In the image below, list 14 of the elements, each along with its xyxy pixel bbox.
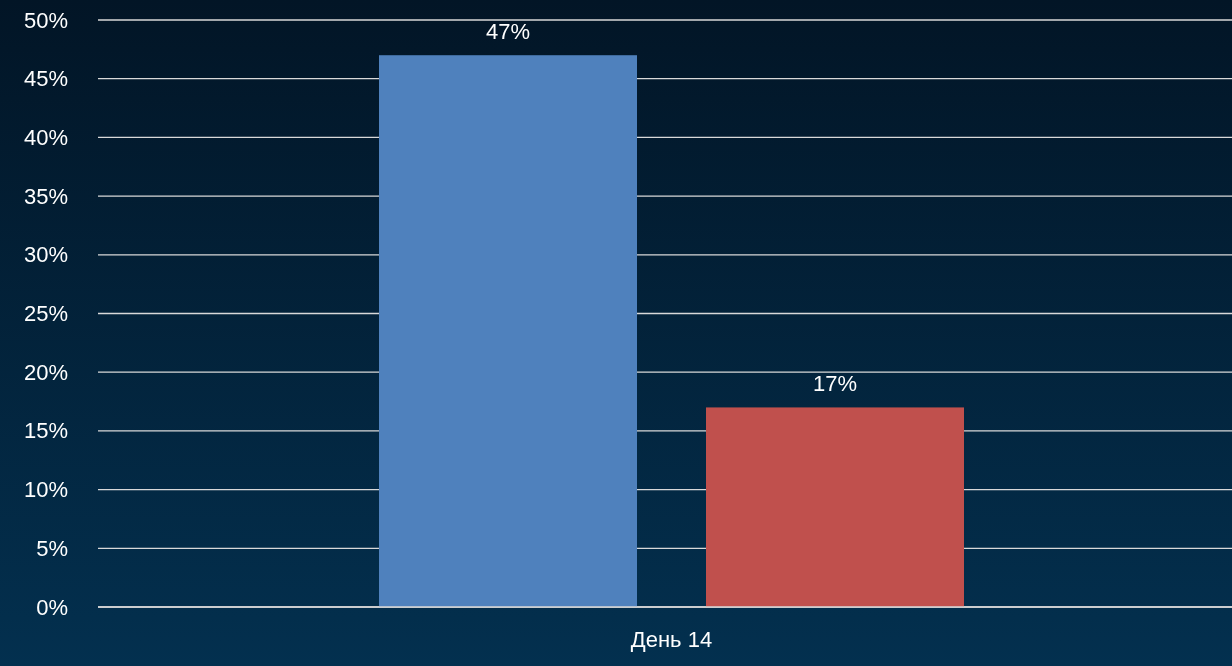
y-tick-label: 45% — [23, 66, 68, 92]
x-tick-label: День 14 — [630, 626, 713, 652]
y-tick-label: 20% — [23, 359, 68, 385]
y-tick-label: 35% — [23, 183, 68, 209]
y-tick-label: 10% — [23, 477, 68, 503]
y-tick-label: 5% — [36, 535, 68, 561]
y-tick-label: 0% — [36, 594, 68, 620]
data-label: 17% — [812, 371, 858, 397]
y-tick-label: 40% — [23, 124, 68, 150]
y-tick-label: 30% — [23, 242, 68, 268]
data-label: 47% — [485, 19, 531, 45]
y-tick-label: 25% — [23, 301, 68, 327]
y-tick-label: 50% — [23, 7, 68, 33]
y-tick-label: 15% — [23, 418, 68, 444]
